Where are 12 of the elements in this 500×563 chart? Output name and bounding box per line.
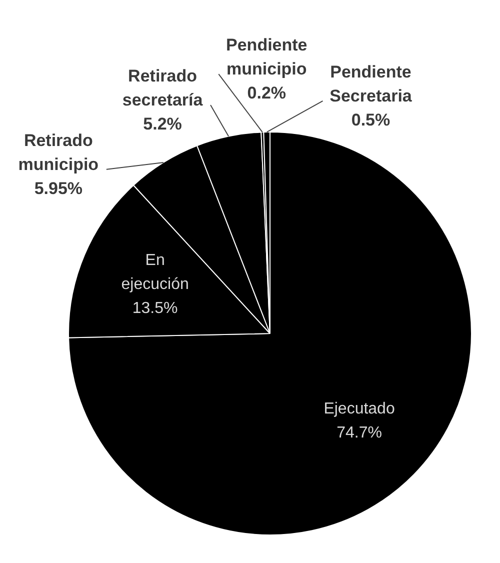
data-label: 0.5% (351, 110, 390, 130)
slice-label: Pendiente Secretaria (330, 62, 412, 106)
data-label: 13.5% (132, 300, 178, 317)
data-label: 0.2% (247, 84, 286, 103)
slice-label: Pendiente municipio (226, 36, 308, 79)
slice-label: Retirado secretaría (122, 66, 204, 110)
slice-label: En ejecución (121, 252, 189, 293)
data-label: 5.2% (143, 114, 182, 134)
slice-label: Retirado municipio (18, 131, 99, 174)
data-label: 5.95% (34, 179, 83, 198)
data-label: 74.7% (336, 424, 382, 442)
slice-label: Ejecutado (324, 400, 395, 418)
